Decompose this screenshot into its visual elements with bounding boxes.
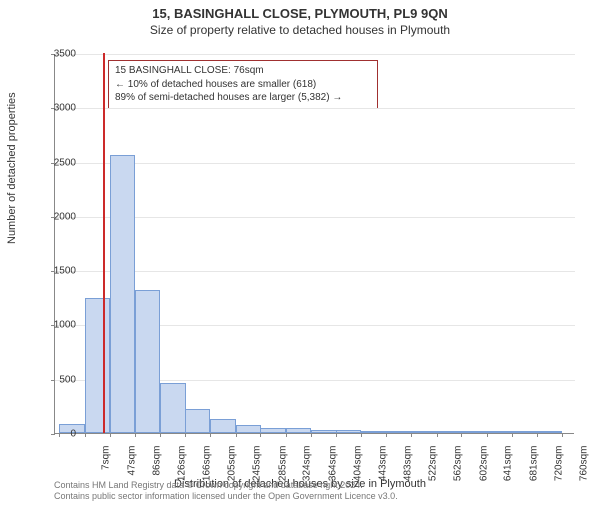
x-tick-mark — [361, 433, 362, 437]
histogram-bar — [260, 428, 285, 433]
y-tick-label: 3500 — [36, 49, 76, 60]
histogram-bar — [236, 425, 261, 433]
histogram-bar — [160, 383, 185, 433]
property-marker-line — [103, 53, 105, 433]
y-tick-label: 1500 — [36, 266, 76, 277]
histogram-bar — [461, 431, 486, 433]
x-tick-mark — [110, 433, 111, 437]
x-tick-label: 86sqm — [151, 446, 162, 490]
histogram-bar — [361, 431, 386, 433]
x-tick-label: 166sqm — [202, 446, 213, 490]
x-tick-label: 7sqm — [101, 446, 112, 490]
histogram-bar — [512, 431, 537, 433]
x-tick-label: 126sqm — [176, 446, 187, 490]
x-tick-mark — [160, 433, 161, 437]
x-tick-label: 324sqm — [302, 446, 313, 490]
x-tick-label: 641sqm — [503, 446, 514, 490]
x-tick-label: 285sqm — [277, 446, 288, 490]
x-tick-label: 205sqm — [227, 446, 238, 490]
x-tick-mark — [411, 433, 412, 437]
x-tick-label: 760sqm — [578, 446, 589, 490]
y-tick-label: 2500 — [36, 157, 76, 168]
y-tick-label: 2000 — [36, 211, 76, 222]
histogram-bar — [135, 290, 160, 433]
x-tick-mark — [461, 433, 462, 437]
annotation-box: 15 BASINGHALL CLOSE: 76sqm ← 10% of deta… — [108, 60, 378, 109]
plot-region: 15 BASINGHALL CLOSE: 76sqm ← 10% of deta… — [54, 54, 574, 434]
x-tick-mark — [512, 433, 513, 437]
y-tick-label: 1000 — [36, 320, 76, 331]
annotation-line-2: ← 10% of detached houses are smaller (61… — [115, 78, 371, 92]
histogram-bar — [85, 298, 110, 433]
annotation-line-1: 15 BASINGHALL CLOSE: 76sqm — [115, 64, 371, 78]
x-tick-mark — [210, 433, 211, 437]
histogram-bar — [437, 431, 462, 433]
x-tick-label: 681sqm — [528, 446, 539, 490]
x-tick-label: 483sqm — [403, 446, 414, 490]
footer-line-2: Contains public sector information licen… — [54, 491, 398, 502]
y-tick-label: 3000 — [36, 103, 76, 114]
histogram-bar — [411, 431, 436, 433]
chart-title: 15, BASINGHALL CLOSE, PLYMOUTH, PL9 9QN — [0, 6, 600, 21]
histogram-bar — [386, 431, 411, 433]
y-tick-label: 0 — [36, 429, 76, 440]
x-tick-mark — [437, 433, 438, 437]
x-tick-label: 522sqm — [428, 446, 439, 490]
histogram-bar — [210, 419, 235, 433]
y-tick-label: 500 — [36, 374, 76, 385]
x-tick-label: 562sqm — [453, 446, 464, 490]
x-tick-mark — [336, 433, 337, 437]
chart-subtitle: Size of property relative to detached ho… — [0, 23, 600, 37]
x-tick-mark — [135, 433, 136, 437]
x-tick-mark — [537, 433, 538, 437]
histogram-bar — [286, 428, 311, 433]
x-tick-mark — [386, 433, 387, 437]
x-tick-mark — [562, 433, 563, 437]
histogram-bar — [487, 431, 512, 433]
histogram-bar — [537, 431, 562, 433]
x-tick-label: 47sqm — [126, 446, 137, 490]
x-tick-label: 364sqm — [327, 446, 338, 490]
x-tick-label: 720sqm — [553, 446, 564, 490]
annotation-line-3: 89% of semi-detached houses are larger (… — [115, 91, 371, 105]
x-tick-label: 602sqm — [478, 446, 489, 490]
x-tick-label: 404sqm — [353, 446, 364, 490]
x-tick-mark — [236, 433, 237, 437]
histogram-bar — [110, 155, 135, 433]
x-tick-mark — [311, 433, 312, 437]
y-axis-label: Number of detached properties — [6, 92, 18, 244]
histogram-bar — [311, 430, 336, 433]
x-tick-mark — [260, 433, 261, 437]
x-tick-mark — [185, 433, 186, 437]
histogram-bar — [336, 430, 361, 433]
chart-area: 15 BASINGHALL CLOSE: 76sqm ← 10% of deta… — [54, 54, 574, 434]
histogram-bar — [185, 409, 210, 433]
gridline-h — [55, 54, 575, 55]
x-tick-mark — [487, 433, 488, 437]
x-tick-label: 443sqm — [377, 446, 388, 490]
gridline-h — [55, 108, 575, 109]
x-tick-label: 245sqm — [252, 446, 263, 490]
x-tick-mark — [286, 433, 287, 437]
x-tick-mark — [85, 433, 86, 437]
